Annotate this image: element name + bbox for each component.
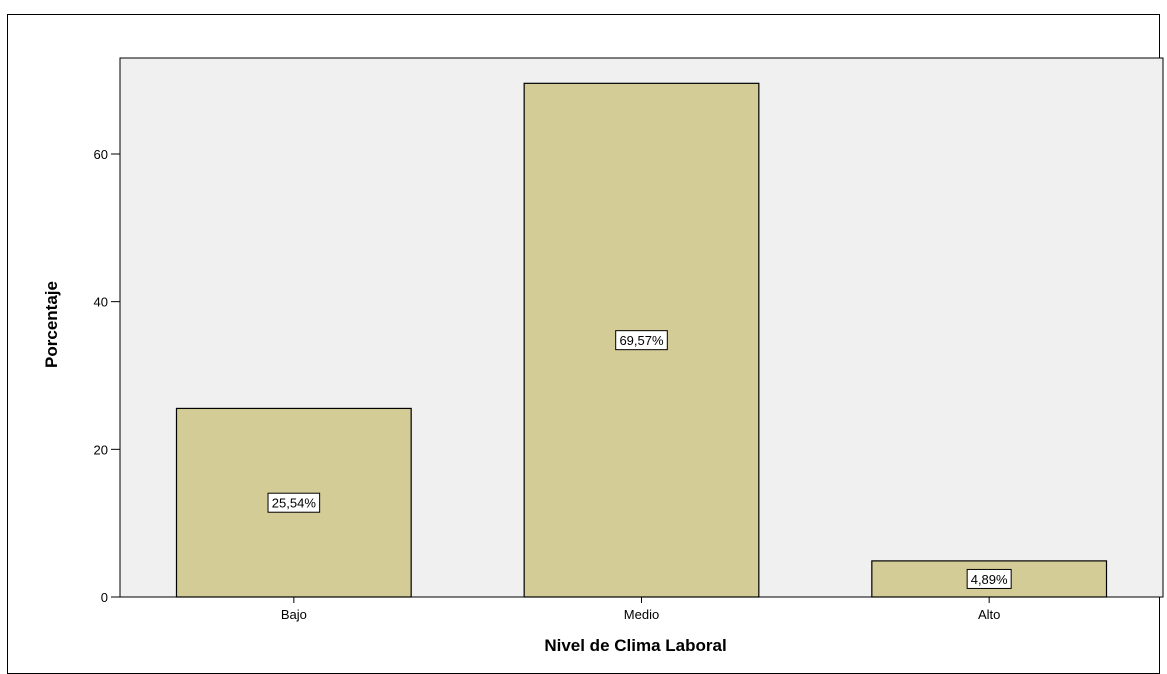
x-axis-title: Nivel de Clima Laboral: [544, 636, 726, 655]
y-axis-title: Porcentaje: [42, 281, 61, 368]
data-label: 69,57%: [615, 330, 668, 351]
data-label-text: 69,57%: [619, 333, 664, 348]
y-tick-label: 60: [94, 147, 108, 162]
data-label: 4,89%: [966, 568, 1012, 589]
x-tick-label: Bajo: [281, 607, 307, 622]
data-label-text: 25,54%: [272, 496, 317, 511]
x-axis: Bajo Medio Alto: [281, 597, 1000, 622]
y-tick-label: 20: [94, 442, 108, 457]
data-label: 25,54%: [267, 492, 321, 513]
y-axis: 0 20 40 60: [94, 58, 121, 605]
y-tick-label: 40: [94, 295, 108, 310]
bars-group: 25,54% 69,57% 4,89%: [175, 82, 1108, 598]
y-tick-label: 0: [101, 590, 108, 605]
data-label-text: 4,89%: [971, 572, 1008, 587]
data-label-box: [615, 330, 668, 351]
data-label-box: [966, 568, 1012, 589]
x-tick-label: Medio: [624, 607, 659, 622]
data-label-box: [267, 492, 321, 513]
x-tick-label: Alto: [978, 607, 1000, 622]
